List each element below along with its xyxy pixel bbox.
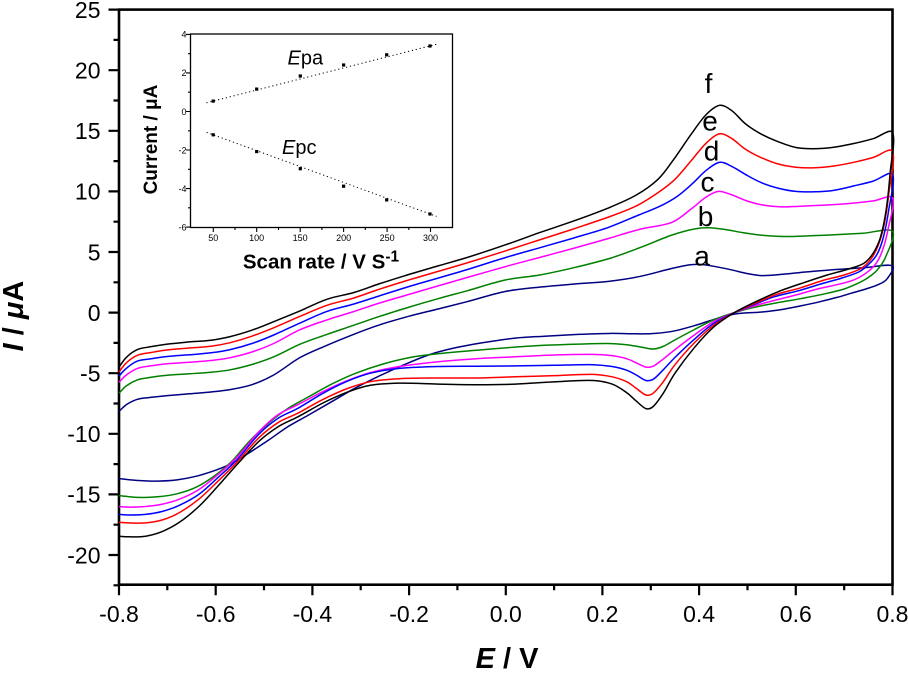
svg-text:-4: -4 (178, 184, 186, 194)
svg-text:250: 250 (380, 233, 395, 243)
svg-text:-0.6: -0.6 (196, 601, 236, 627)
svg-text:200: 200 (336, 233, 351, 243)
svg-text:0.0: 0.0 (490, 601, 522, 627)
svg-text:5: 5 (88, 239, 101, 265)
svg-text:20: 20 (75, 58, 101, 84)
svg-text:c: c (701, 167, 715, 198)
svg-text:0.8: 0.8 (877, 601, 908, 627)
svg-text:Epa: Epa (288, 47, 324, 69)
svg-text:-10: -10 (67, 421, 100, 447)
svg-text:f: f (705, 68, 713, 99)
svg-text:0.4: 0.4 (683, 601, 715, 627)
svg-text:I / μA: I / μA (0, 281, 30, 352)
svg-text:25: 25 (75, 0, 101, 23)
svg-text:-0.4: -0.4 (293, 601, 333, 627)
svg-text:b: b (698, 201, 714, 232)
svg-text:E / V: E / V (476, 643, 540, 670)
svg-text:10: 10 (75, 179, 101, 205)
svg-text:Epc: Epc (282, 137, 316, 159)
svg-text:150: 150 (293, 233, 308, 243)
svg-text:2: 2 (181, 68, 186, 78)
svg-text:100: 100 (249, 233, 264, 243)
svg-text:-0.2: -0.2 (389, 601, 429, 627)
svg-text:-15: -15 (67, 482, 100, 508)
svg-text:4: 4 (181, 30, 186, 40)
svg-text:50: 50 (208, 233, 218, 243)
svg-text:0.6: 0.6 (780, 601, 812, 627)
svg-text:-6: -6 (178, 222, 186, 232)
svg-text:0: 0 (88, 300, 101, 326)
svg-text:-20: -20 (67, 542, 100, 568)
svg-text:-5: -5 (80, 361, 100, 387)
svg-text:0: 0 (181, 107, 186, 117)
svg-text:a: a (694, 241, 710, 272)
svg-text:d: d (704, 136, 720, 167)
svg-text:15: 15 (75, 118, 101, 144)
svg-text:e: e (702, 106, 718, 137)
svg-text:Scan rate / V S-1: Scan rate / V S-1 (243, 249, 400, 274)
svg-text:0.2: 0.2 (586, 601, 618, 627)
svg-text:Current / μA: Current / μA (141, 84, 162, 194)
svg-text:-0.8: -0.8 (99, 601, 139, 627)
svg-text:-2: -2 (178, 145, 186, 155)
svg-text:300: 300 (423, 233, 438, 243)
